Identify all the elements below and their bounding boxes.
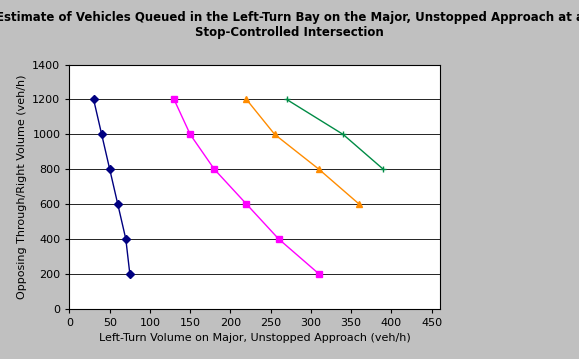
4 vehicles in queue [283,97,290,102]
2 vehicles in queue [171,97,178,102]
2 vehicles in queue [316,272,323,276]
Legend: 1 vehicle in queue, 2 vehicles in queue, 3 vehicles in queue, 4 vehicles in queu: 1 vehicle in queue, 2 vehicles in queue,… [452,99,579,176]
Line: 1 vehicle in queue: 1 vehicle in queue [91,97,133,277]
3 vehicles in queue [356,202,362,206]
Y-axis label: Opposing Through/Right Volume (veh/h): Opposing Through/Right Volume (veh/h) [17,74,27,299]
Line: 2 vehicles in queue: 2 vehicles in queue [171,97,322,277]
3 vehicles in queue [243,97,250,102]
2 vehicles in queue [243,202,250,206]
2 vehicles in queue [275,237,282,241]
2 vehicles in queue [211,167,218,171]
X-axis label: Left-Turn Volume on Major, Unstopped Approach (veh/h): Left-Turn Volume on Major, Unstopped App… [98,333,411,343]
Text: Estimate of Vehicles Queued in the Left-Turn Bay on the Major, Unstopped Approac: Estimate of Vehicles Queued in the Left-… [0,11,579,39]
1 vehicle in queue [98,132,105,136]
Line: 4 vehicles in queue: 4 vehicles in queue [283,96,387,173]
4 vehicles in queue [339,132,346,136]
Line: 3 vehicles in queue: 3 vehicles in queue [243,96,362,208]
1 vehicle in queue [106,167,113,171]
2 vehicles in queue [186,132,193,136]
3 vehicles in queue [271,132,278,136]
1 vehicle in queue [114,202,121,206]
3 vehicles in queue [316,167,323,171]
4 vehicles in queue [380,167,387,171]
1 vehicle in queue [90,97,97,102]
1 vehicle in queue [122,237,129,241]
1 vehicle in queue [126,272,133,276]
